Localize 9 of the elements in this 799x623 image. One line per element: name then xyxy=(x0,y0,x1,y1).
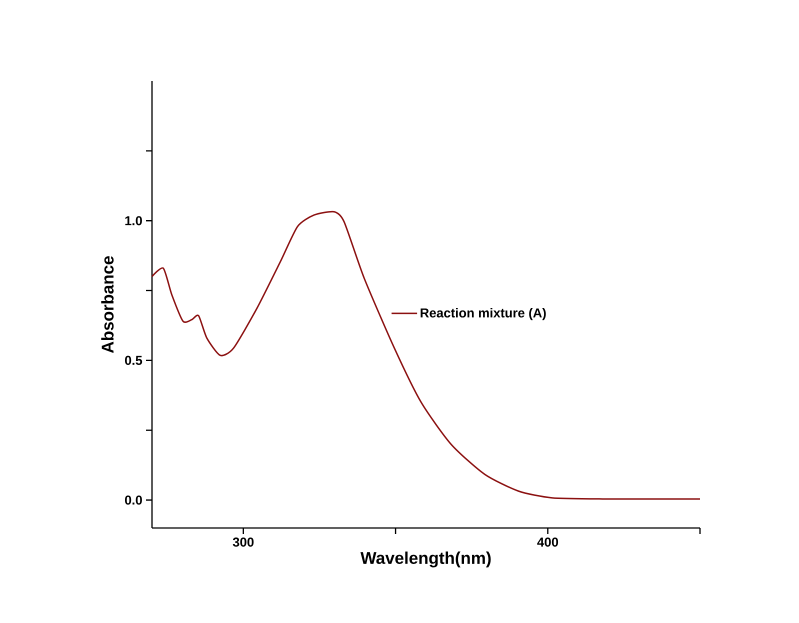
x-axis-title: Wavelength(nm) xyxy=(360,552,491,568)
y-axis-title: Absorbance xyxy=(101,256,114,354)
x-tick-label: 300 xyxy=(232,538,254,547)
y-tick-label: 0.0 xyxy=(124,495,142,505)
x-tick-label: 400 xyxy=(537,538,558,547)
y-tick-label: 1.0 xyxy=(125,216,142,226)
line-series xyxy=(151,210,701,500)
y-tick-label: 0.5 xyxy=(124,356,142,365)
legend-label: Reaction mixture (A) xyxy=(420,308,546,320)
